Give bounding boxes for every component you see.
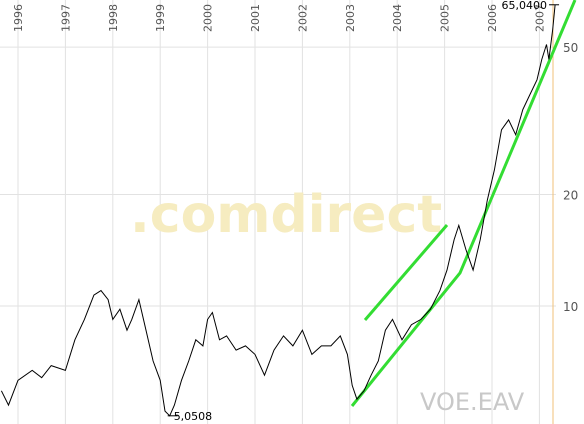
symbol: VOE.EAV: [420, 388, 525, 416]
x-tick-label: 2002: [296, 4, 309, 32]
trend-line: [363, 224, 449, 321]
y-tick-label: 50: [563, 41, 578, 55]
watermark: .comdirect: [130, 185, 442, 245]
x-tick-label: 1998: [107, 4, 120, 32]
x-tick-label: 1997: [59, 4, 72, 32]
x-tick-label: 2003: [344, 4, 357, 32]
x-tick-label: 1996: [12, 4, 25, 32]
x-tick-label: 2000: [202, 4, 215, 32]
max-label: 65,0400: [502, 0, 548, 12]
x-tick-label: 2007: [533, 4, 546, 32]
price-line: [0, 4, 556, 417]
x-tick-label: 2006: [486, 4, 499, 32]
x-tick-label: 2004: [391, 4, 404, 32]
x-tick-label: 2005: [439, 4, 452, 32]
x-tick-label: 1999: [154, 4, 167, 32]
min-label: 5,0508: [174, 410, 213, 423]
y-tick-label: 20: [563, 188, 578, 202]
y-tick-label: 10: [563, 300, 578, 314]
trend-line: [350, 0, 577, 407]
x-tick-label: 2001: [249, 4, 262, 32]
grid: [0, 0, 556, 424]
